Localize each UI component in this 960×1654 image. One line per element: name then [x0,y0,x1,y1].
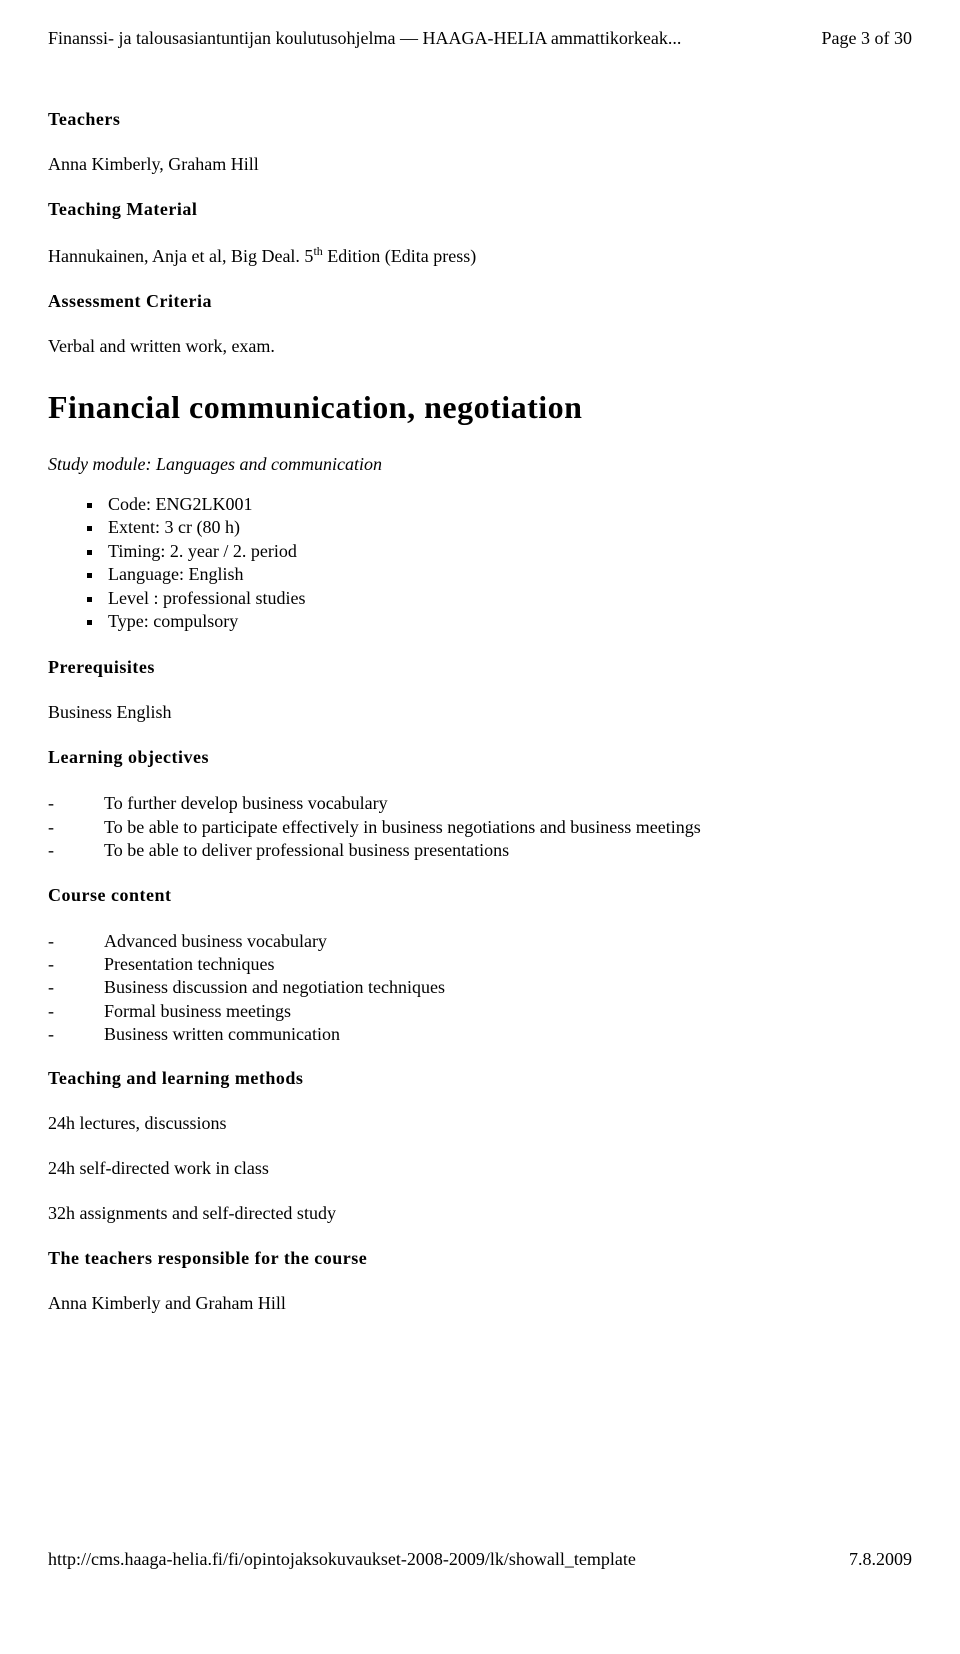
list-text: To be able to participate effectively in… [104,816,701,839]
methods-line3: 32h assignments and self-directed study [48,1203,912,1224]
methods-line2: 24h self-directed work in class [48,1158,912,1179]
page-footer: http://cms.haaga-helia.fi/fi/opintojakso… [48,1549,912,1570]
course-content-heading: Course content [48,885,912,906]
dash-icon: - [48,839,104,862]
list-text: Business discussion and negotiation tech… [104,976,445,999]
detail-item: Extent: 3 cr (80 h) [104,516,912,539]
page-content: Teachers Anna Kimberly, Graham Hill Teac… [48,109,912,1509]
dash-icon: - [48,792,104,815]
list-text: To further develop business vocabulary [104,792,388,815]
page-header: Finanssi- ja talousasiantuntijan koulutu… [48,28,912,49]
detail-item: Timing: 2. year / 2. period [104,540,912,563]
list-item: -Advanced business vocabulary [48,930,912,953]
course-content-list: -Advanced business vocabulary -Presentat… [48,930,912,1047]
dash-icon: - [48,1023,104,1046]
teaching-material-heading: Teaching Material [48,199,912,220]
learning-objectives-list: -To further develop business vocabulary … [48,792,912,862]
assessment-body: Verbal and written work, exam. [48,336,912,357]
list-item: -To further develop business vocabulary [48,792,912,815]
list-item: -Presentation techniques [48,953,912,976]
tm-pre: Hannukainen, Anja et al, Big Deal. 5 [48,246,313,266]
teachers-heading: Teachers [48,109,912,130]
detail-item: Level : professional studies [104,587,912,610]
footer-url: http://cms.haaga-helia.fi/fi/opintojakso… [48,1549,636,1570]
study-module: Study module: Languages and communicatio… [48,454,912,475]
dash-icon: - [48,976,104,999]
learning-objectives-heading: Learning objectives [48,747,912,768]
list-text: Formal business meetings [104,1000,291,1023]
tm-sup: th [313,244,322,258]
tm-post: Edition (Edita press) [323,246,476,266]
list-text: Advanced business vocabulary [104,930,327,953]
course-details-list: Code: ENG2LK001 Extent: 3 cr (80 h) Timi… [48,493,912,633]
detail-item: Code: ENG2LK001 [104,493,912,516]
list-text: Presentation techniques [104,953,274,976]
page-number: Page 3 of 30 [822,28,912,49]
detail-item: Language: English [104,563,912,586]
responsible-teachers-heading: The teachers responsible for the course [48,1248,912,1269]
document-page: Finanssi- ja talousasiantuntijan koulutu… [0,0,960,1590]
dash-icon: - [48,816,104,839]
footer-date: 7.8.2009 [849,1549,912,1570]
dash-icon: - [48,953,104,976]
teaching-methods-heading: Teaching and learning methods [48,1068,912,1089]
list-text: Business written communication [104,1023,340,1046]
dash-icon: - [48,1000,104,1023]
responsible-teachers-body: Anna Kimberly and Graham Hill [48,1293,912,1314]
assessment-heading: Assessment Criteria [48,291,912,312]
list-item: -Business written communication [48,1023,912,1046]
list-text: To be able to deliver professional busin… [104,839,509,862]
course-title: Financial communication, negotiation [48,389,912,426]
prerequisites-heading: Prerequisites [48,657,912,678]
list-item: -Formal business meetings [48,1000,912,1023]
teachers-body: Anna Kimberly, Graham Hill [48,154,912,175]
detail-item: Type: compulsory [104,610,912,633]
prerequisites-body: Business English [48,702,912,723]
list-item: -To be able to deliver professional busi… [48,839,912,862]
list-item: -Business discussion and negotiation tec… [48,976,912,999]
dash-icon: - [48,930,104,953]
list-item: -To be able to participate effectively i… [48,816,912,839]
header-title: Finanssi- ja talousasiantuntijan koulutu… [48,28,681,49]
teaching-material-body: Hannukainen, Anja et al, Big Deal. 5th E… [48,244,912,267]
methods-line1: 24h lectures, discussions [48,1113,912,1134]
